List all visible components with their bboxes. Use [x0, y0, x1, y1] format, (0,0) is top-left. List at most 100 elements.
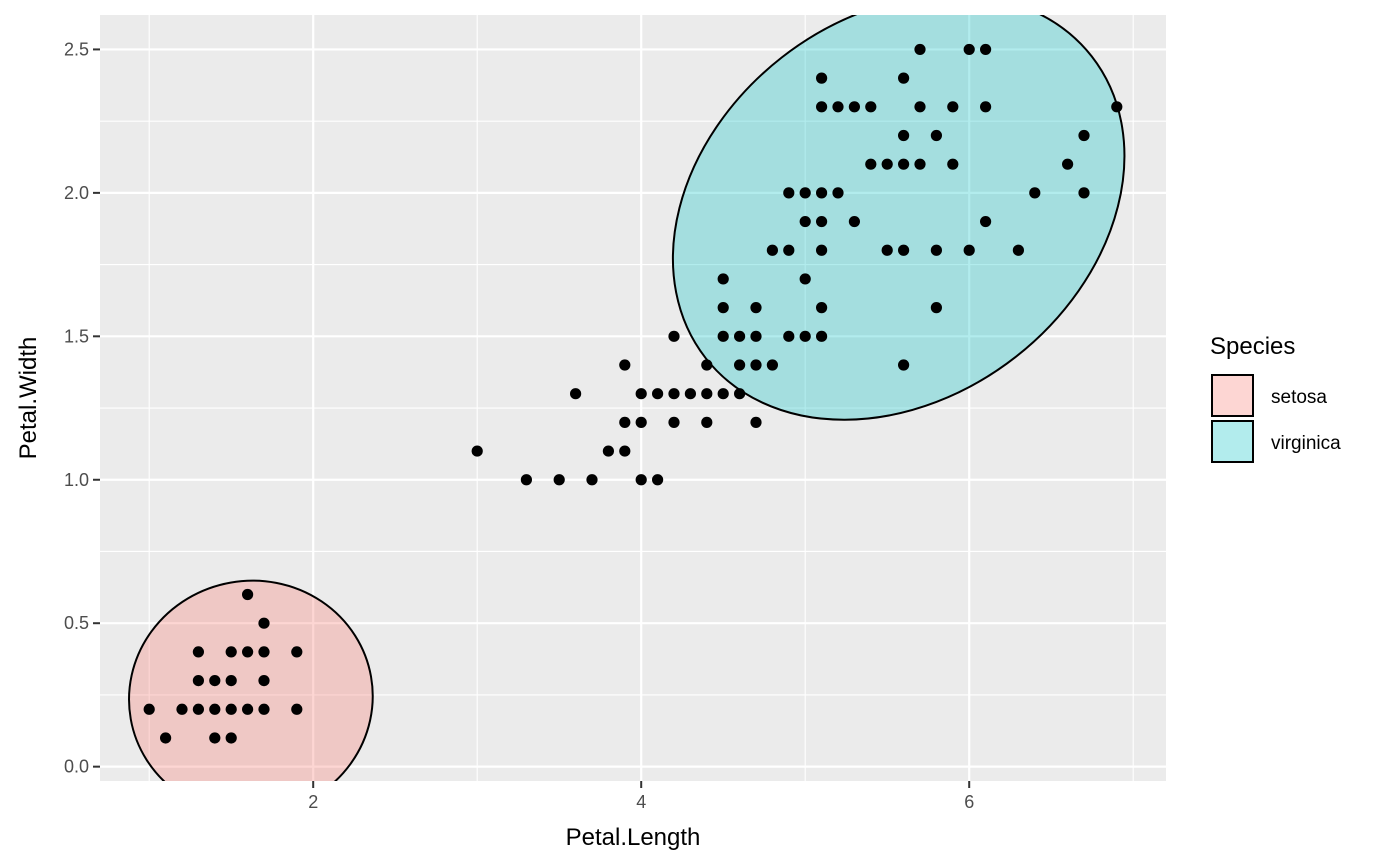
data-point — [258, 646, 270, 658]
data-point — [192, 703, 204, 715]
x-tick-label: 6 — [964, 792, 974, 812]
x-axis-ticks: 2 4 6 — [308, 781, 974, 812]
data-point — [947, 101, 959, 113]
data-point — [570, 388, 582, 400]
data-point — [209, 674, 221, 687]
data-point — [750, 416, 762, 428]
data-point — [1062, 158, 1074, 170]
data-point — [750, 359, 762, 371]
data-point — [635, 474, 647, 486]
data-point — [586, 474, 598, 486]
data-point — [652, 474, 664, 486]
y-tick-label: 2.5 — [64, 39, 89, 59]
y-axis-title: Petal.Width — [15, 337, 42, 460]
data-point — [816, 72, 828, 84]
data-point — [766, 244, 779, 256]
data-point — [816, 187, 828, 199]
data-point — [816, 215, 828, 228]
data-point — [668, 330, 680, 342]
data-point — [898, 129, 910, 142]
legend-key-setosa — [1211, 374, 1254, 417]
data-point — [799, 273, 811, 285]
data-point — [832, 101, 844, 113]
data-point — [980, 101, 992, 113]
y-tick-label: 1.5 — [64, 326, 89, 346]
data-point — [471, 445, 483, 457]
data-point — [291, 646, 303, 658]
data-point — [258, 703, 270, 715]
y-tick-label: 2.0 — [64, 183, 89, 203]
data-point — [684, 388, 697, 400]
data-point — [848, 215, 861, 228]
data-point — [881, 158, 893, 170]
x-tick-label: 4 — [636, 792, 646, 812]
data-point — [930, 129, 943, 142]
y-axis-ticks: 0.0 0.5 1.0 1.5 2.0 2.5 — [64, 39, 100, 777]
data-point — [799, 187, 811, 199]
data-point — [225, 646, 237, 658]
data-point — [1111, 101, 1123, 113]
data-point — [734, 388, 746, 400]
data-point — [1078, 187, 1090, 199]
data-point — [898, 244, 910, 256]
data-point — [816, 101, 828, 113]
plot-panel — [100, 15, 1166, 781]
data-point — [947, 158, 959, 170]
y-tick-label: 1.0 — [64, 470, 89, 490]
data-point — [176, 703, 188, 715]
legend: Species setosa virginica — [1210, 333, 1341, 463]
data-point — [898, 158, 910, 170]
data-point — [783, 330, 795, 342]
data-point — [799, 330, 811, 342]
x-tick-label: 2 — [308, 792, 318, 812]
data-point — [816, 244, 828, 256]
points-layer — [143, 43, 1123, 744]
data-point — [668, 388, 680, 400]
legend-label-virginica: virginica — [1271, 433, 1341, 454]
y-tick-label: 0.5 — [64, 613, 89, 633]
data-point — [865, 158, 877, 170]
data-point — [192, 674, 204, 687]
data-point — [930, 244, 943, 256]
data-point — [898, 359, 910, 371]
x-axis-title: Petal.Length — [566, 824, 701, 851]
data-point — [848, 101, 861, 113]
legend-label-setosa: setosa — [1271, 387, 1327, 408]
data-point — [717, 388, 729, 400]
data-point — [225, 674, 237, 687]
data-point — [914, 43, 926, 56]
data-point — [766, 359, 779, 371]
data-point — [242, 588, 254, 601]
data-point — [717, 302, 729, 314]
data-point — [930, 302, 943, 314]
data-point — [1012, 244, 1024, 256]
setosa-ellipse — [128, 579, 374, 781]
data-point — [816, 302, 828, 314]
data-point — [553, 474, 565, 486]
data-point — [816, 330, 828, 342]
data-point — [701, 388, 713, 400]
data-point — [980, 215, 992, 228]
data-point — [635, 416, 647, 428]
legend-key-background — [1211, 420, 1254, 463]
data-point — [963, 244, 975, 256]
data-point — [1078, 129, 1090, 142]
data-point — [717, 273, 729, 285]
data-point — [209, 732, 221, 744]
data-point — [258, 674, 270, 687]
data-point — [242, 703, 254, 715]
data-point — [734, 330, 746, 342]
data-point — [1029, 187, 1041, 199]
legend-key-background — [1211, 374, 1254, 417]
data-point — [750, 330, 762, 342]
data-point — [881, 244, 893, 256]
data-point — [619, 359, 631, 371]
y-tick-label: 0.0 — [64, 757, 89, 777]
data-point — [865, 101, 877, 113]
legend-key-virginica — [1211, 420, 1254, 463]
data-point — [734, 359, 746, 371]
data-point — [619, 416, 631, 428]
data-point — [914, 158, 926, 170]
virginica-ellipse — [671, 15, 1126, 421]
